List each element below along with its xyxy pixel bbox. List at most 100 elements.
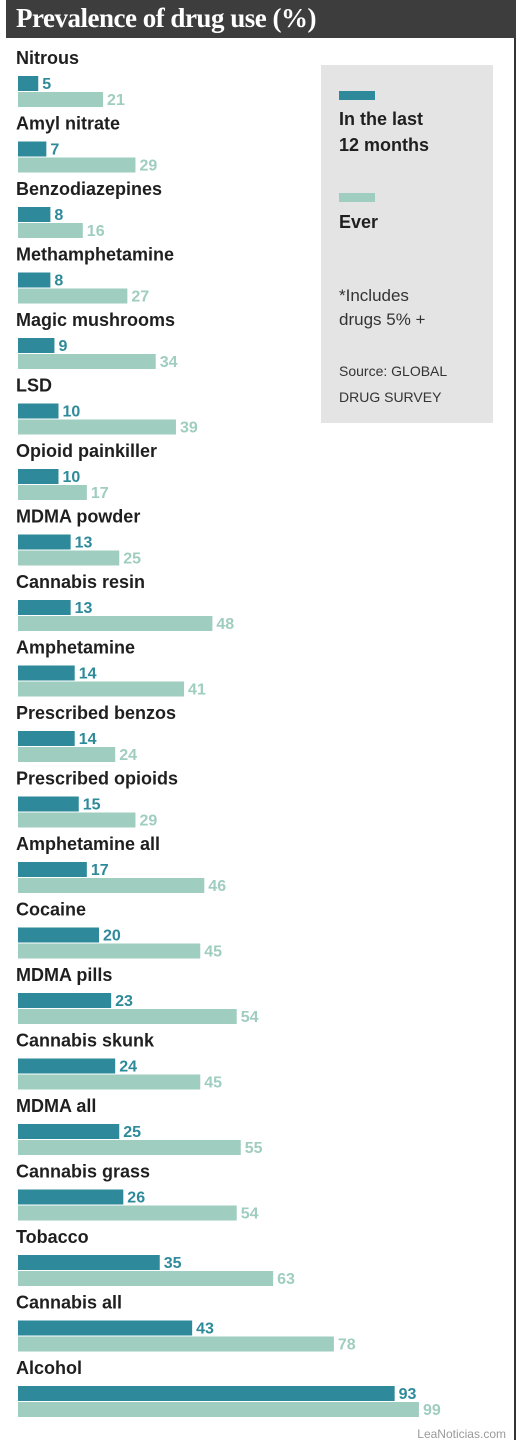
value-label-ever: 21 — [107, 92, 125, 109]
value-label-ever: 41 — [188, 682, 206, 699]
legend-source-line1: Source: GLOBAL — [339, 363, 448, 379]
category-label: Amphetamine all — [16, 834, 160, 854]
legend-label-ever: Ever — [339, 212, 379, 232]
bar-ever — [18, 1271, 274, 1286]
category-label: Methamphetamine — [16, 245, 174, 265]
legend: In the last 12 months Ever *Includes dru… — [321, 65, 493, 423]
bar-ever — [18, 681, 185, 697]
bar-ever — [18, 1009, 237, 1024]
category-label: Cannabis resin — [16, 572, 145, 592]
value-label-last-12-months: 20 — [103, 928, 121, 945]
bar-last-12-months — [18, 1255, 160, 1270]
value-label-ever: 16 — [87, 223, 105, 240]
value-label-last-12-months: 24 — [119, 1059, 137, 1076]
category-label: Amyl nitrate — [16, 114, 120, 134]
legend-label-recent-line1: In the last — [339, 109, 424, 129]
bar-last-12-months — [18, 403, 59, 419]
value-label-ever: 54 — [241, 1009, 259, 1026]
bar-ever — [18, 1402, 419, 1417]
category-label: Cannabis skunk — [16, 1031, 155, 1051]
value-label-ever: 54 — [241, 1206, 259, 1223]
category-label: Tobacco — [16, 1227, 89, 1247]
bar-last-12-months — [18, 993, 112, 1008]
value-label-ever: 48 — [216, 616, 234, 633]
legend-note-line2: drugs 5% + — [339, 310, 426, 329]
value-label-last-12-months: 14 — [79, 731, 97, 748]
value-label-last-12-months: 15 — [83, 797, 101, 814]
category-label: MDMA powder — [16, 507, 140, 527]
category-label: Prescribed benzos — [16, 703, 176, 723]
category-label: MDMA pills — [16, 965, 112, 985]
category-label: Amphetamine — [16, 638, 135, 658]
value-label-ever: 45 — [204, 944, 222, 961]
category-label: Alcohol — [16, 1358, 82, 1378]
value-label-last-12-months: 26 — [127, 1190, 145, 1207]
value-label-ever: 63 — [277, 1271, 295, 1288]
category-label: Magic mushrooms — [16, 310, 175, 330]
value-label-last-12-months: 13 — [75, 600, 93, 617]
value-label-ever: 27 — [131, 289, 149, 306]
category-label: Benzodiazepines — [16, 179, 162, 199]
bar-ever — [18, 616, 213, 631]
legend-label-recent-line2: 12 months — [339, 135, 430, 155]
bar-ever — [18, 419, 176, 435]
bar-ever — [18, 1336, 334, 1352]
bar-ever — [18, 747, 116, 762]
value-label-last-12-months: 23 — [115, 993, 133, 1010]
value-label-ever: 55 — [245, 1140, 263, 1157]
category-label: LSD — [16, 376, 52, 396]
legend-swatch-recent — [339, 91, 375, 100]
bar-ever — [18, 1205, 237, 1221]
bar-last-12-months — [18, 862, 87, 877]
category-label: Nitrous — [16, 48, 79, 68]
category-label: Prescribed opioids — [16, 769, 178, 789]
bar-ever — [18, 812, 136, 828]
value-label-last-12-months: 25 — [123, 1124, 141, 1141]
value-label-ever: 78 — [338, 1337, 356, 1354]
bar-last-12-months — [18, 272, 51, 288]
bar-last-12-months — [18, 534, 71, 550]
watermark: LeaNoticias.com — [417, 1427, 506, 1441]
chart-frame — [6, 0, 516, 1440]
value-label-last-12-months: 10 — [63, 469, 81, 486]
legend-swatch-ever — [339, 193, 375, 202]
legend-note-line1: *Includes — [339, 286, 409, 305]
chart-title: Prevalence of drug use (%) — [16, 3, 316, 33]
value-label-last-12-months: 9 — [58, 338, 67, 355]
category-label: Cannabis grass — [16, 1162, 150, 1182]
category-label: Cocaine — [16, 900, 86, 920]
bar-last-12-months — [18, 665, 75, 681]
value-label-ever: 99 — [423, 1402, 441, 1419]
value-label-ever: 39 — [180, 420, 198, 437]
value-label-last-12-months: 14 — [79, 666, 97, 683]
value-label-last-12-months: 10 — [63, 404, 81, 421]
bar-last-12-months — [18, 796, 79, 812]
value-label-ever: 25 — [123, 551, 141, 568]
value-label-ever: 24 — [119, 747, 137, 764]
bar-ever — [18, 157, 136, 173]
title-bar: Prevalence of drug use (%) — [6, 0, 516, 38]
value-label-ever: 45 — [204, 1075, 222, 1092]
bar-ever — [18, 92, 104, 107]
bar-last-12-months — [18, 469, 59, 484]
bar-last-12-months — [18, 141, 47, 157]
value-label-ever: 46 — [208, 878, 226, 895]
category-label: Opioid painkiller — [16, 441, 157, 461]
value-label-ever: 17 — [91, 485, 109, 502]
bar-last-12-months — [18, 76, 39, 91]
bar-ever — [18, 1074, 201, 1090]
value-label-ever: 34 — [160, 354, 178, 371]
bar-ever — [18, 943, 201, 959]
category-label: Cannabis all — [16, 1293, 122, 1313]
bar-ever — [18, 550, 120, 566]
bar-ever — [18, 354, 156, 369]
value-label-last-12-months: 8 — [54, 273, 63, 290]
bar-last-12-months — [18, 1189, 124, 1205]
value-label-last-12-months: 13 — [75, 535, 93, 552]
value-label-ever: 29 — [139, 158, 157, 175]
bar-ever — [18, 485, 87, 500]
value-label-last-12-months: 5 — [42, 76, 51, 93]
value-label-last-12-months: 17 — [91, 862, 109, 879]
value-label-last-12-months: 93 — [399, 1386, 417, 1403]
